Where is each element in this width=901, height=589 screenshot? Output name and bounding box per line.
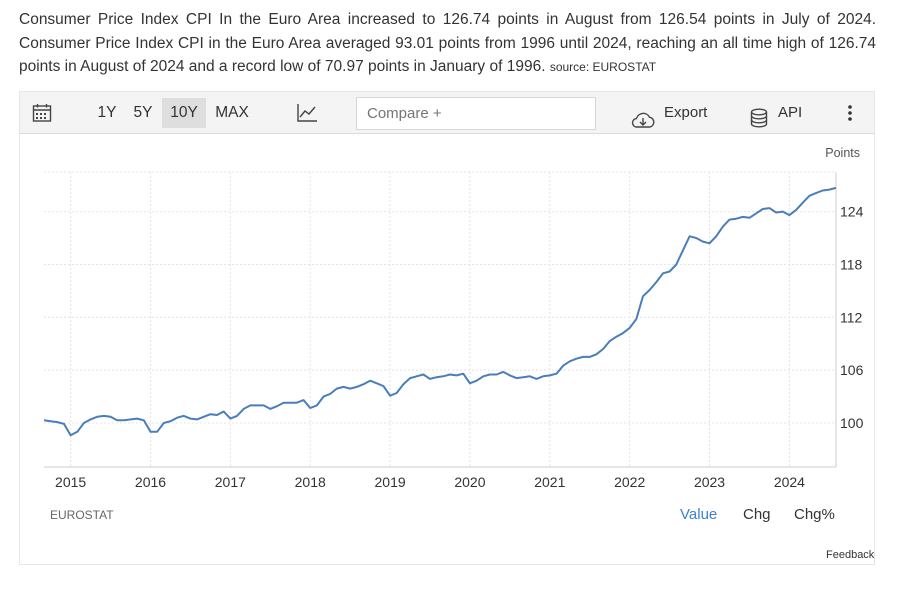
x-tick-label: 2020 xyxy=(454,474,485,490)
x-tick-label: 2023 xyxy=(694,474,725,490)
x-tick-label: 2019 xyxy=(375,474,406,490)
chart-toolbar: 1Y 5Y 10Y MAX Export xyxy=(20,92,874,134)
y-tick-label: 112 xyxy=(840,309,863,325)
mode-value-button[interactable]: Value xyxy=(680,506,718,523)
description-source: source: EUROSTAT xyxy=(549,60,657,74)
y-tick-label: 118 xyxy=(840,256,863,272)
database-icon xyxy=(750,103,768,128)
range-5y-button[interactable]: 5Y xyxy=(133,104,153,121)
chart-widget: 1Y 5Y 10Y MAX Export xyxy=(19,91,875,565)
compare-input[interactable] xyxy=(356,97,596,130)
range-max-button[interactable]: MAX xyxy=(215,104,249,121)
x-tick-label: 2018 xyxy=(295,474,326,490)
export-button[interactable]: Export xyxy=(630,92,710,134)
range-1y-button[interactable]: 1Y xyxy=(97,104,117,121)
y-tick-label: 124 xyxy=(840,204,864,220)
feedback-link[interactable]: Feedback xyxy=(826,549,875,561)
x-tick-label: 2016 xyxy=(135,474,166,490)
description: Consumer Price Index CPI In the Euro Are… xyxy=(19,8,876,80)
y-tick-label: 100 xyxy=(840,415,864,431)
api-label: API xyxy=(778,104,803,121)
export-label: Export xyxy=(664,104,708,121)
kebab-menu-icon[interactable] xyxy=(846,104,854,122)
cloud-download-icon xyxy=(630,104,656,128)
mode-chg-button[interactable]: Chg xyxy=(743,506,771,523)
y-tick-label: 106 xyxy=(840,362,864,378)
calendar-icon[interactable] xyxy=(32,103,52,123)
line-chart-icon[interactable] xyxy=(296,103,318,123)
footer-source: EUROSTAT xyxy=(50,508,114,522)
x-tick-label: 2022 xyxy=(614,474,645,490)
x-tick-label: 2024 xyxy=(774,474,805,490)
description-text: Consumer Price Index CPI In the Euro Are… xyxy=(19,11,876,75)
x-tick-label: 2015 xyxy=(55,474,86,490)
range-10y-button[interactable]: 10Y xyxy=(162,98,206,128)
api-button[interactable]: API xyxy=(750,92,810,134)
x-tick-label: 2017 xyxy=(215,474,246,490)
x-tick-label: 2021 xyxy=(534,474,565,490)
line-chart: Points 2015 2016 2017 2018 2019 2020 2021 2022 2… xyxy=(43,146,864,490)
units-label: Points xyxy=(825,146,860,160)
series-line xyxy=(43,186,837,437)
mode-chg-pct-button[interactable]: Chg% xyxy=(794,506,835,523)
